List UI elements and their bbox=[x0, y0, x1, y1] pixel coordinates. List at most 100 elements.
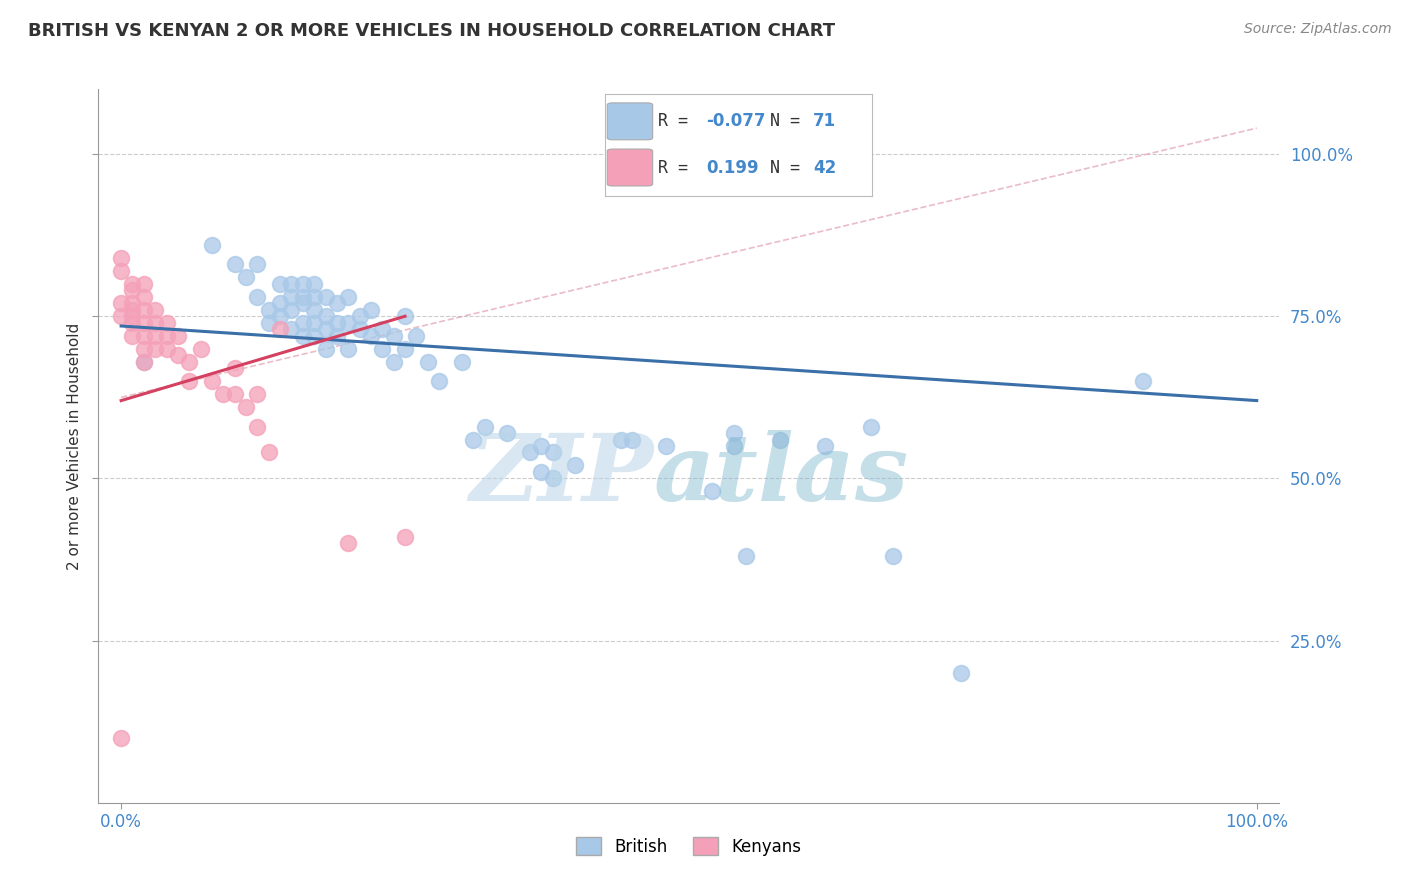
Point bbox=[326, 328, 349, 343]
Point bbox=[132, 342, 155, 356]
Point bbox=[315, 342, 337, 356]
Point bbox=[179, 374, 201, 388]
Point bbox=[530, 439, 553, 453]
Point bbox=[179, 354, 201, 368]
Point bbox=[121, 283, 143, 297]
Text: N =: N = bbox=[770, 159, 810, 177]
Point bbox=[167, 328, 190, 343]
Point bbox=[121, 302, 143, 317]
Text: 71: 71 bbox=[813, 112, 837, 130]
Text: R =: R = bbox=[658, 159, 697, 177]
Point bbox=[155, 316, 177, 330]
Point bbox=[530, 465, 553, 479]
Point bbox=[564, 458, 586, 473]
Point bbox=[132, 302, 155, 317]
Point bbox=[132, 277, 155, 291]
Point bbox=[326, 316, 349, 330]
Point bbox=[496, 425, 519, 440]
Text: 0.199: 0.199 bbox=[706, 159, 759, 177]
Point bbox=[416, 354, 439, 368]
Point bbox=[450, 354, 472, 368]
Point bbox=[121, 316, 143, 330]
Point bbox=[132, 328, 155, 343]
Point bbox=[427, 374, 450, 388]
Point bbox=[280, 290, 302, 304]
Point bbox=[110, 251, 132, 265]
Point bbox=[143, 316, 166, 330]
Point bbox=[155, 328, 177, 343]
Point bbox=[280, 302, 302, 317]
Point bbox=[257, 302, 280, 317]
Point bbox=[302, 277, 325, 291]
Point bbox=[382, 354, 405, 368]
Point bbox=[326, 296, 349, 310]
Point bbox=[700, 484, 723, 499]
Point bbox=[882, 549, 904, 564]
FancyBboxPatch shape bbox=[607, 103, 652, 140]
Point bbox=[541, 471, 564, 485]
Point bbox=[302, 290, 325, 304]
Text: Source: ZipAtlas.com: Source: ZipAtlas.com bbox=[1244, 22, 1392, 37]
Point bbox=[121, 328, 143, 343]
Point bbox=[246, 387, 269, 401]
Point bbox=[349, 310, 371, 324]
Y-axis label: 2 or more Vehicles in Household: 2 or more Vehicles in Household bbox=[66, 322, 82, 570]
Point bbox=[121, 296, 143, 310]
Point bbox=[155, 342, 177, 356]
Point bbox=[280, 322, 302, 336]
Text: atlas: atlas bbox=[654, 430, 908, 519]
Point bbox=[269, 296, 291, 310]
Point bbox=[269, 277, 291, 291]
Point bbox=[315, 322, 337, 336]
Point bbox=[291, 296, 314, 310]
Point bbox=[291, 316, 314, 330]
Point bbox=[257, 445, 280, 459]
Point bbox=[201, 238, 224, 252]
Point bbox=[734, 549, 756, 564]
Point bbox=[474, 419, 496, 434]
Point bbox=[394, 342, 416, 356]
Point bbox=[394, 310, 416, 324]
Text: ZIP: ZIP bbox=[470, 430, 654, 519]
Point bbox=[1132, 374, 1154, 388]
Text: N =: N = bbox=[770, 112, 810, 130]
Point bbox=[723, 439, 745, 453]
Point bbox=[621, 433, 644, 447]
Point bbox=[212, 387, 235, 401]
Point bbox=[224, 361, 246, 376]
Point bbox=[143, 302, 166, 317]
Point bbox=[371, 322, 394, 336]
Point bbox=[655, 439, 678, 453]
Point bbox=[291, 290, 314, 304]
Point bbox=[463, 433, 485, 447]
Point bbox=[269, 310, 291, 324]
Point bbox=[110, 296, 132, 310]
Point bbox=[291, 328, 314, 343]
Point bbox=[224, 257, 246, 271]
Text: -0.077: -0.077 bbox=[706, 112, 766, 130]
Point bbox=[859, 419, 882, 434]
Point bbox=[143, 342, 166, 356]
Text: R =: R = bbox=[658, 112, 697, 130]
Point bbox=[235, 400, 257, 414]
Point bbox=[519, 445, 541, 459]
Point bbox=[360, 302, 382, 317]
Point bbox=[167, 348, 190, 362]
Point bbox=[190, 342, 212, 356]
Text: 42: 42 bbox=[813, 159, 837, 177]
Legend: British, Kenyans: British, Kenyans bbox=[569, 830, 808, 863]
Point bbox=[132, 316, 155, 330]
Point bbox=[723, 425, 745, 440]
Point bbox=[246, 419, 269, 434]
Point bbox=[337, 316, 360, 330]
Point bbox=[315, 310, 337, 324]
Point bbox=[110, 264, 132, 278]
Point bbox=[405, 328, 427, 343]
Point bbox=[201, 374, 224, 388]
Point bbox=[814, 439, 837, 453]
Point bbox=[302, 302, 325, 317]
Point bbox=[246, 257, 269, 271]
Point bbox=[132, 354, 155, 368]
Text: BRITISH VS KENYAN 2 OR MORE VEHICLES IN HOUSEHOLD CORRELATION CHART: BRITISH VS KENYAN 2 OR MORE VEHICLES IN … bbox=[28, 22, 835, 40]
Point bbox=[360, 328, 382, 343]
